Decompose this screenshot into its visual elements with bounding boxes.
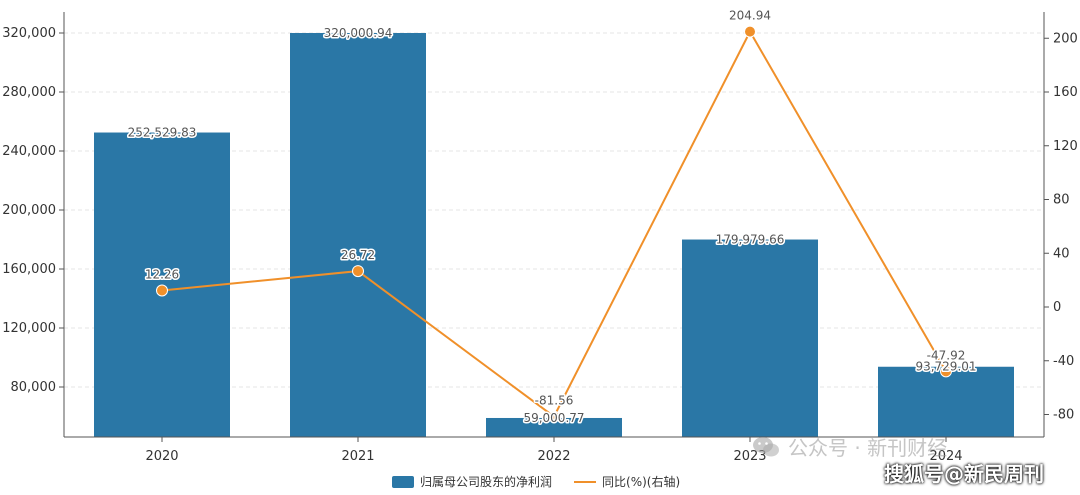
yoy-value-label: -47.92 [927, 348, 966, 362]
legend: 归属母公司股东的净利润 同比(%)(右轴) [392, 473, 702, 490]
y-right-tick-label: 0 [1053, 300, 1061, 315]
x-tick-label: 2022 [537, 449, 570, 464]
x-tick-label: 2020 [145, 449, 178, 464]
bar [486, 417, 622, 437]
bar-value-label: 320,000.94 [324, 26, 393, 40]
bar-value-label: 179,979.66 [716, 233, 785, 247]
x-tick-label: 2024 [929, 449, 962, 464]
line-series [156, 25, 952, 423]
yoy-point [940, 365, 952, 378]
y-left-tick-label: 200,000 [2, 203, 56, 218]
legend-item-yoy[interactable]: 同比(%)(右轴) [574, 473, 680, 490]
y-right-tick-label: 160 [1053, 85, 1078, 100]
data-labels: 252,529.83 320,000.94 59,000.77 179,979.66 9… [126, 7, 978, 426]
legend-label-net-profit: 归属母公司股东的净利润 [420, 475, 553, 489]
legend-label-yoy: 同比(%)(右轴) [602, 475, 681, 489]
x-tick-label: 2021 [341, 449, 374, 464]
yoy-line [161, 29, 947, 419]
yoy-point [548, 410, 560, 423]
y-left-tick-label: 120,000 [2, 321, 56, 336]
bar [682, 239, 818, 437]
y-right-tick-label: 200 [1053, 31, 1078, 46]
x-tick-label: 2023 [733, 449, 766, 464]
yoy-value-label: 204.94 [729, 9, 771, 23]
y-left-tick-label: 280,000 [2, 85, 56, 100]
bar-value-label: 93,729.01 [915, 360, 976, 374]
wechat-watermark-text: 公众号 · 新刊财经 [788, 436, 948, 460]
legend-line-swatch [574, 480, 597, 483]
y-left-tick-label: 80,000 [11, 380, 57, 395]
yoy-value-label: -81.56 [535, 394, 574, 408]
source-watermark: 搜狐号@新民周刊 [884, 462, 1044, 486]
y-left-tick-label: 160,000 [2, 262, 56, 277]
bar [290, 32, 426, 437]
bar-value-label: 252,529.83 [128, 126, 197, 140]
y-right-tick-label: -40 [1053, 354, 1074, 369]
bar-series [94, 32, 1014, 437]
wechat-watermark: 公众号 · 新刊财经 [752, 432, 947, 461]
legend-bar-swatch [392, 475, 414, 488]
y-left-tick-label: 320,000 [2, 26, 56, 41]
yoy-point [352, 265, 364, 278]
yoy-point [156, 284, 168, 297]
bar-value-label: 59,000.77 [523, 411, 584, 425]
y-left-tick-label: 240,000 [2, 144, 56, 159]
yoy-point [744, 25, 756, 38]
y-right-tick-label: 40 [1053, 246, 1070, 261]
yoy-value-label: 12.26 [145, 268, 179, 282]
bar [878, 366, 1014, 437]
y-right-tick-label: 120 [1053, 139, 1078, 154]
y-right-tick-label: 80 [1053, 193, 1070, 208]
wechat-icon [753, 436, 779, 456]
axes: 80,000 120,000 160,000 200,000 240,000 280,00… [2, 12, 1078, 464]
combo-chart: 80,000 120,000 160,000 200,000 240,000 280,00… [2, 7, 1078, 464]
yoy-value-label: 26.72 [341, 248, 375, 262]
y-right-tick-label: -80 [1053, 408, 1074, 423]
legend-item-net-profit[interactable]: 归属母公司股东的净利润 [392, 473, 552, 490]
